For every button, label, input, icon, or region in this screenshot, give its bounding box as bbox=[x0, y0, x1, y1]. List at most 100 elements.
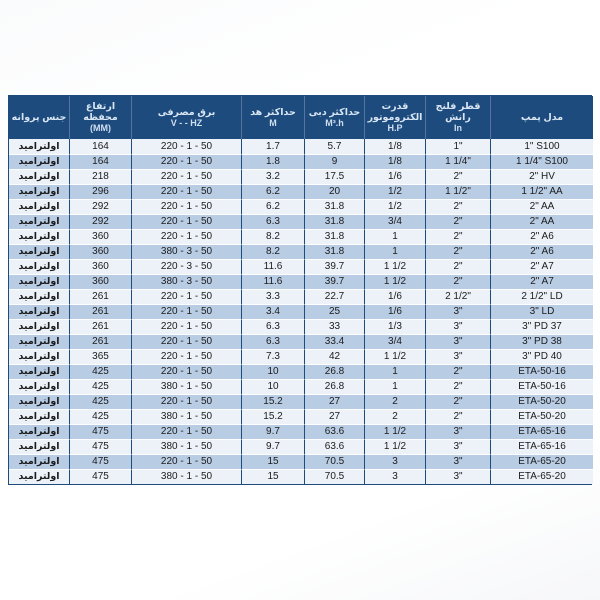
cell-discharge-flange: 2" bbox=[425, 244, 490, 259]
column-label: ارتفاع محفظه bbox=[83, 101, 118, 123]
table-row: اولترامید 475 220 - 1 - 50 15 70.5 3 3" ETA-65-… bbox=[9, 454, 593, 469]
table-row: اولترامید 292 220 - 1 - 50 6.3 31.8 3/4 2" 2" A… bbox=[9, 214, 593, 229]
cell-impeller: اولترامید bbox=[9, 379, 69, 394]
cell-motor-power: 1 bbox=[364, 244, 425, 259]
cell-chamber-height: 360 bbox=[69, 259, 131, 274]
cell-chamber-height: 425 bbox=[69, 394, 131, 409]
cell-chamber-height: 475 bbox=[69, 454, 131, 469]
cell-impeller: اولترامید bbox=[9, 289, 69, 304]
cell-chamber-height: 261 bbox=[69, 304, 131, 319]
cell-max-flow: 70.5 bbox=[304, 469, 364, 484]
cell-max-flow: 25 bbox=[304, 304, 364, 319]
cell-impeller: اولترامید bbox=[9, 199, 69, 214]
cell-chamber-height: 425 bbox=[69, 364, 131, 379]
cell-power-supply: 220 - 1 - 50 bbox=[131, 214, 241, 229]
cell-max-flow: 63.6 bbox=[304, 439, 364, 454]
cell-power-supply: 220 - 1 - 50 bbox=[131, 229, 241, 244]
cell-pump-model: 2" A7 bbox=[490, 259, 593, 274]
table-row: اولترامید 425 380 - 1 - 50 15.2 27 2 2" ETA-50-… bbox=[9, 409, 593, 424]
cell-max-head: 8.2 bbox=[241, 229, 304, 244]
table-row: اولترامید 261 220 - 1 - 50 6.3 33 1/3 3" 3" PD … bbox=[9, 319, 593, 334]
cell-motor-power: 1 bbox=[364, 364, 425, 379]
cell-max-flow: 22.7 bbox=[304, 289, 364, 304]
cell-pump-model: 3" PD 40 bbox=[490, 349, 593, 364]
cell-power-supply: 220 - 1 - 50 bbox=[131, 424, 241, 439]
cell-chamber-height: 164 bbox=[69, 139, 131, 154]
cell-max-flow: 31.8 bbox=[304, 229, 364, 244]
cell-max-head: 3.3 bbox=[241, 289, 304, 304]
cell-motor-power: 1 bbox=[364, 379, 425, 394]
cell-power-supply: 380 - 1 - 50 bbox=[131, 379, 241, 394]
cell-pump-model: 1" S100 bbox=[490, 139, 593, 154]
cell-max-flow: 39.7 bbox=[304, 259, 364, 274]
cell-pump-model: 2" HV bbox=[490, 169, 593, 184]
cell-pump-model: 3" PD 37 bbox=[490, 319, 593, 334]
cell-motor-power: 1 1/2 bbox=[364, 274, 425, 289]
cell-chamber-height: 292 bbox=[69, 214, 131, 229]
column-unit: (MM) bbox=[90, 123, 111, 133]
cell-motor-power: 3 bbox=[364, 469, 425, 484]
cell-pump-model: 1 1/4" S100 bbox=[490, 154, 593, 169]
cell-pump-model: ETA-65-20 bbox=[490, 454, 593, 469]
cell-motor-power: 3/4 bbox=[364, 334, 425, 349]
column-label: جنس پروانه bbox=[11, 112, 67, 123]
cell-max-head: 15 bbox=[241, 454, 304, 469]
cell-max-head: 15.2 bbox=[241, 409, 304, 424]
table-row: اولترامید 292 220 - 1 - 50 6.2 31.8 1/2 2" 2" A… bbox=[9, 199, 593, 214]
cell-impeller: اولترامید bbox=[9, 184, 69, 199]
cell-impeller: اولترامید bbox=[9, 304, 69, 319]
cell-chamber-height: 296 bbox=[69, 184, 131, 199]
table-body: اولترامید 164 220 - 1 - 50 1.7 5.7 1/8 1" 1" S1… bbox=[9, 139, 593, 484]
cell-impeller: اولترامید bbox=[9, 349, 69, 364]
cell-chamber-height: 261 bbox=[69, 319, 131, 334]
column-unit: M³.h bbox=[325, 117, 344, 128]
table-row: اولترامید 261 220 - 1 - 50 6.3 33.4 3/4 3" 3" P… bbox=[9, 334, 593, 349]
column-header-chamber-height: ارتفاع محفظه (MM) bbox=[69, 96, 131, 139]
cell-discharge-flange: 3" bbox=[425, 304, 490, 319]
cell-discharge-flange: 2" bbox=[425, 379, 490, 394]
cell-impeller: اولترامید bbox=[9, 409, 69, 424]
cell-max-head: 10 bbox=[241, 379, 304, 394]
table-row: اولترامید 425 220 - 1 - 50 15.2 27 2 2" ETA-50-… bbox=[9, 394, 593, 409]
cell-max-head: 3.4 bbox=[241, 304, 304, 319]
column-label: برق مصرفی bbox=[157, 106, 216, 118]
table-row: اولترامید 475 220 - 1 - 50 9.7 63.6 1 1/2 3" ET… bbox=[9, 424, 593, 439]
cell-max-flow: 26.8 bbox=[304, 379, 364, 394]
cell-discharge-flange: 3" bbox=[425, 319, 490, 334]
cell-motor-power: 3 bbox=[364, 454, 425, 469]
cell-max-flow: 31.8 bbox=[304, 214, 364, 229]
cell-impeller: اولترامید bbox=[9, 424, 69, 439]
cell-discharge-flange: 3" bbox=[425, 454, 490, 469]
cell-max-flow: 27 bbox=[304, 394, 364, 409]
cell-power-supply: 220 - 1 - 50 bbox=[131, 304, 241, 319]
cell-impeller: اولترامید bbox=[9, 394, 69, 409]
cell-chamber-height: 164 bbox=[69, 154, 131, 169]
cell-pump-model: 2" AA bbox=[490, 214, 593, 229]
cell-max-flow: 39.7 bbox=[304, 274, 364, 289]
cell-impeller: اولترامید bbox=[9, 229, 69, 244]
table-row: اولترامید 360 380 - 3 - 50 8.2 31.8 1 2" 2" A6 bbox=[9, 244, 593, 259]
cell-power-supply: 220 - 1 - 50 bbox=[131, 139, 241, 154]
cell-motor-power: 2 bbox=[364, 409, 425, 424]
cell-max-head: 6.3 bbox=[241, 319, 304, 334]
cell-motor-power: 1 1/2 bbox=[364, 439, 425, 454]
cell-chamber-height: 475 bbox=[69, 469, 131, 484]
cell-pump-model: ETA-50-16 bbox=[490, 379, 593, 394]
column-header-max-head: حداکثر هد M bbox=[241, 96, 304, 139]
cell-max-flow: 20 bbox=[304, 184, 364, 199]
cell-pump-model: 2" A6 bbox=[490, 244, 593, 259]
column-header-pump-model: مدل پمپ bbox=[490, 96, 593, 139]
cell-motor-power: 1/6 bbox=[364, 169, 425, 184]
cell-max-flow: 63.6 bbox=[304, 424, 364, 439]
column-header-impeller: جنس پروانه bbox=[9, 96, 69, 139]
table-row: اولترامید 164 220 - 1 - 50 1.8 9 1/8 1 1/4" 1 1… bbox=[9, 154, 593, 169]
cell-max-head: 9.7 bbox=[241, 424, 304, 439]
cell-discharge-flange: 2" bbox=[425, 364, 490, 379]
cell-max-head: 10 bbox=[241, 364, 304, 379]
cell-discharge-flange: 3" bbox=[425, 439, 490, 454]
cell-max-head: 9.7 bbox=[241, 439, 304, 454]
cell-chamber-height: 261 bbox=[69, 334, 131, 349]
cell-chamber-height: 425 bbox=[69, 379, 131, 394]
table-row: اولترامید 425 380 - 1 - 50 10 26.8 1 2" ETA-50-… bbox=[9, 379, 593, 394]
